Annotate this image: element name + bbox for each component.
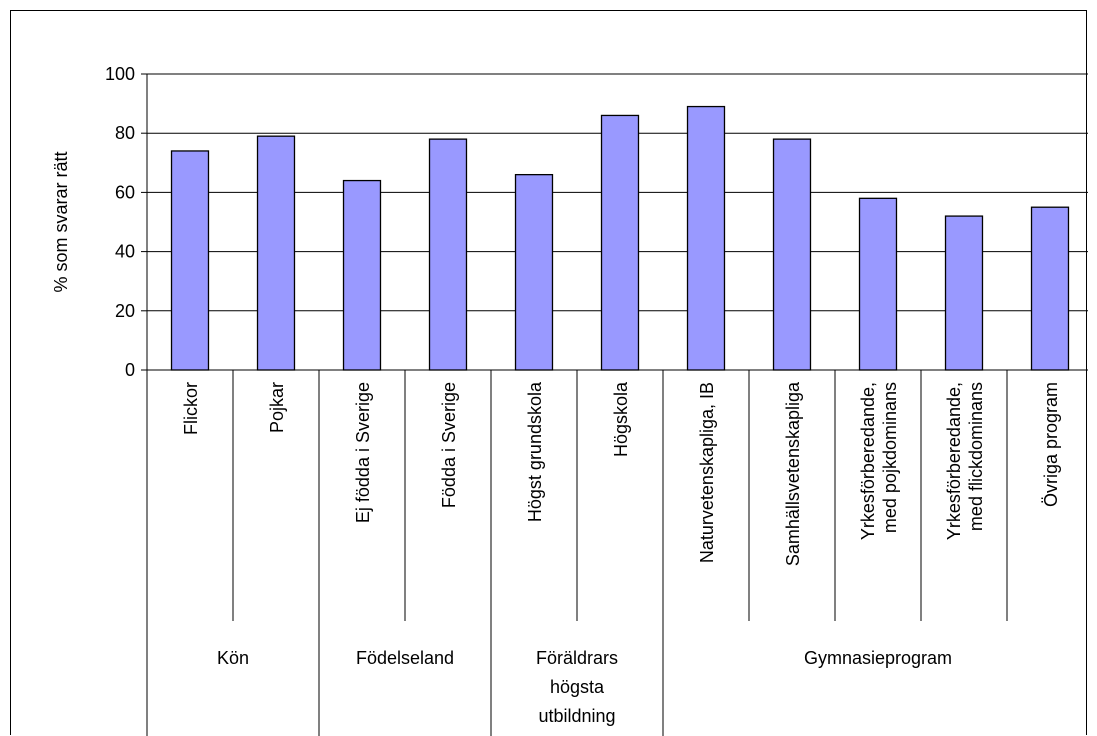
bar [944, 215, 984, 371]
category-label: Högskola [611, 381, 631, 457]
y-axis-title: % som svarar rätt [51, 151, 71, 292]
bar [686, 105, 726, 371]
group-label: utbildning [538, 706, 615, 726]
bar [1030, 206, 1070, 371]
group-label: Kön [217, 648, 249, 668]
bar [600, 114, 640, 371]
y-tick-label: 60 [115, 182, 135, 202]
bar-chart: 0 20 40 60 80 100 % som svarar rätt Flickor Pojk… [51, 64, 1088, 736]
category-label: Pojkar [267, 382, 287, 433]
y-tick-label: 40 [115, 242, 135, 262]
category-label: Övriga program [1041, 382, 1061, 507]
group-label: Gymnasieprogram [804, 648, 952, 668]
category-label: med flickdominans [966, 382, 986, 531]
chart-area: 0 20 40 60 80 100 % som svarar rätt Flickor Pojk… [10, 10, 1088, 736]
group-label: Födelseland [356, 648, 454, 668]
group-label: Föräldrars [536, 648, 618, 668]
category-label: med pojkdominans [880, 382, 900, 533]
category-label: Samhällsvetenskapliga [783, 381, 803, 566]
bar [858, 197, 898, 371]
bar [772, 138, 812, 371]
bar [256, 135, 296, 371]
category-label: Yrkesförberedande, [944, 382, 964, 540]
bar [514, 173, 554, 371]
y-tick-label: 0 [125, 360, 135, 380]
y-tick-label: 20 [115, 301, 135, 321]
category-label: Flickor [181, 382, 201, 435]
bar [428, 138, 468, 371]
y-tick-label: 80 [115, 123, 135, 143]
bar [170, 150, 210, 371]
y-tick-label: 100 [105, 64, 135, 84]
category-label: Yrkesförberedande, [858, 382, 878, 540]
category-label: Naturvetenskapliga, IB [697, 382, 717, 563]
category-label: Födda i Sverige [439, 382, 459, 508]
bar [342, 179, 382, 371]
category-label: Högst grundskola [525, 381, 545, 522]
category-label: Ej födda i Sverige [353, 382, 373, 523]
group-label: högsta [550, 677, 605, 697]
